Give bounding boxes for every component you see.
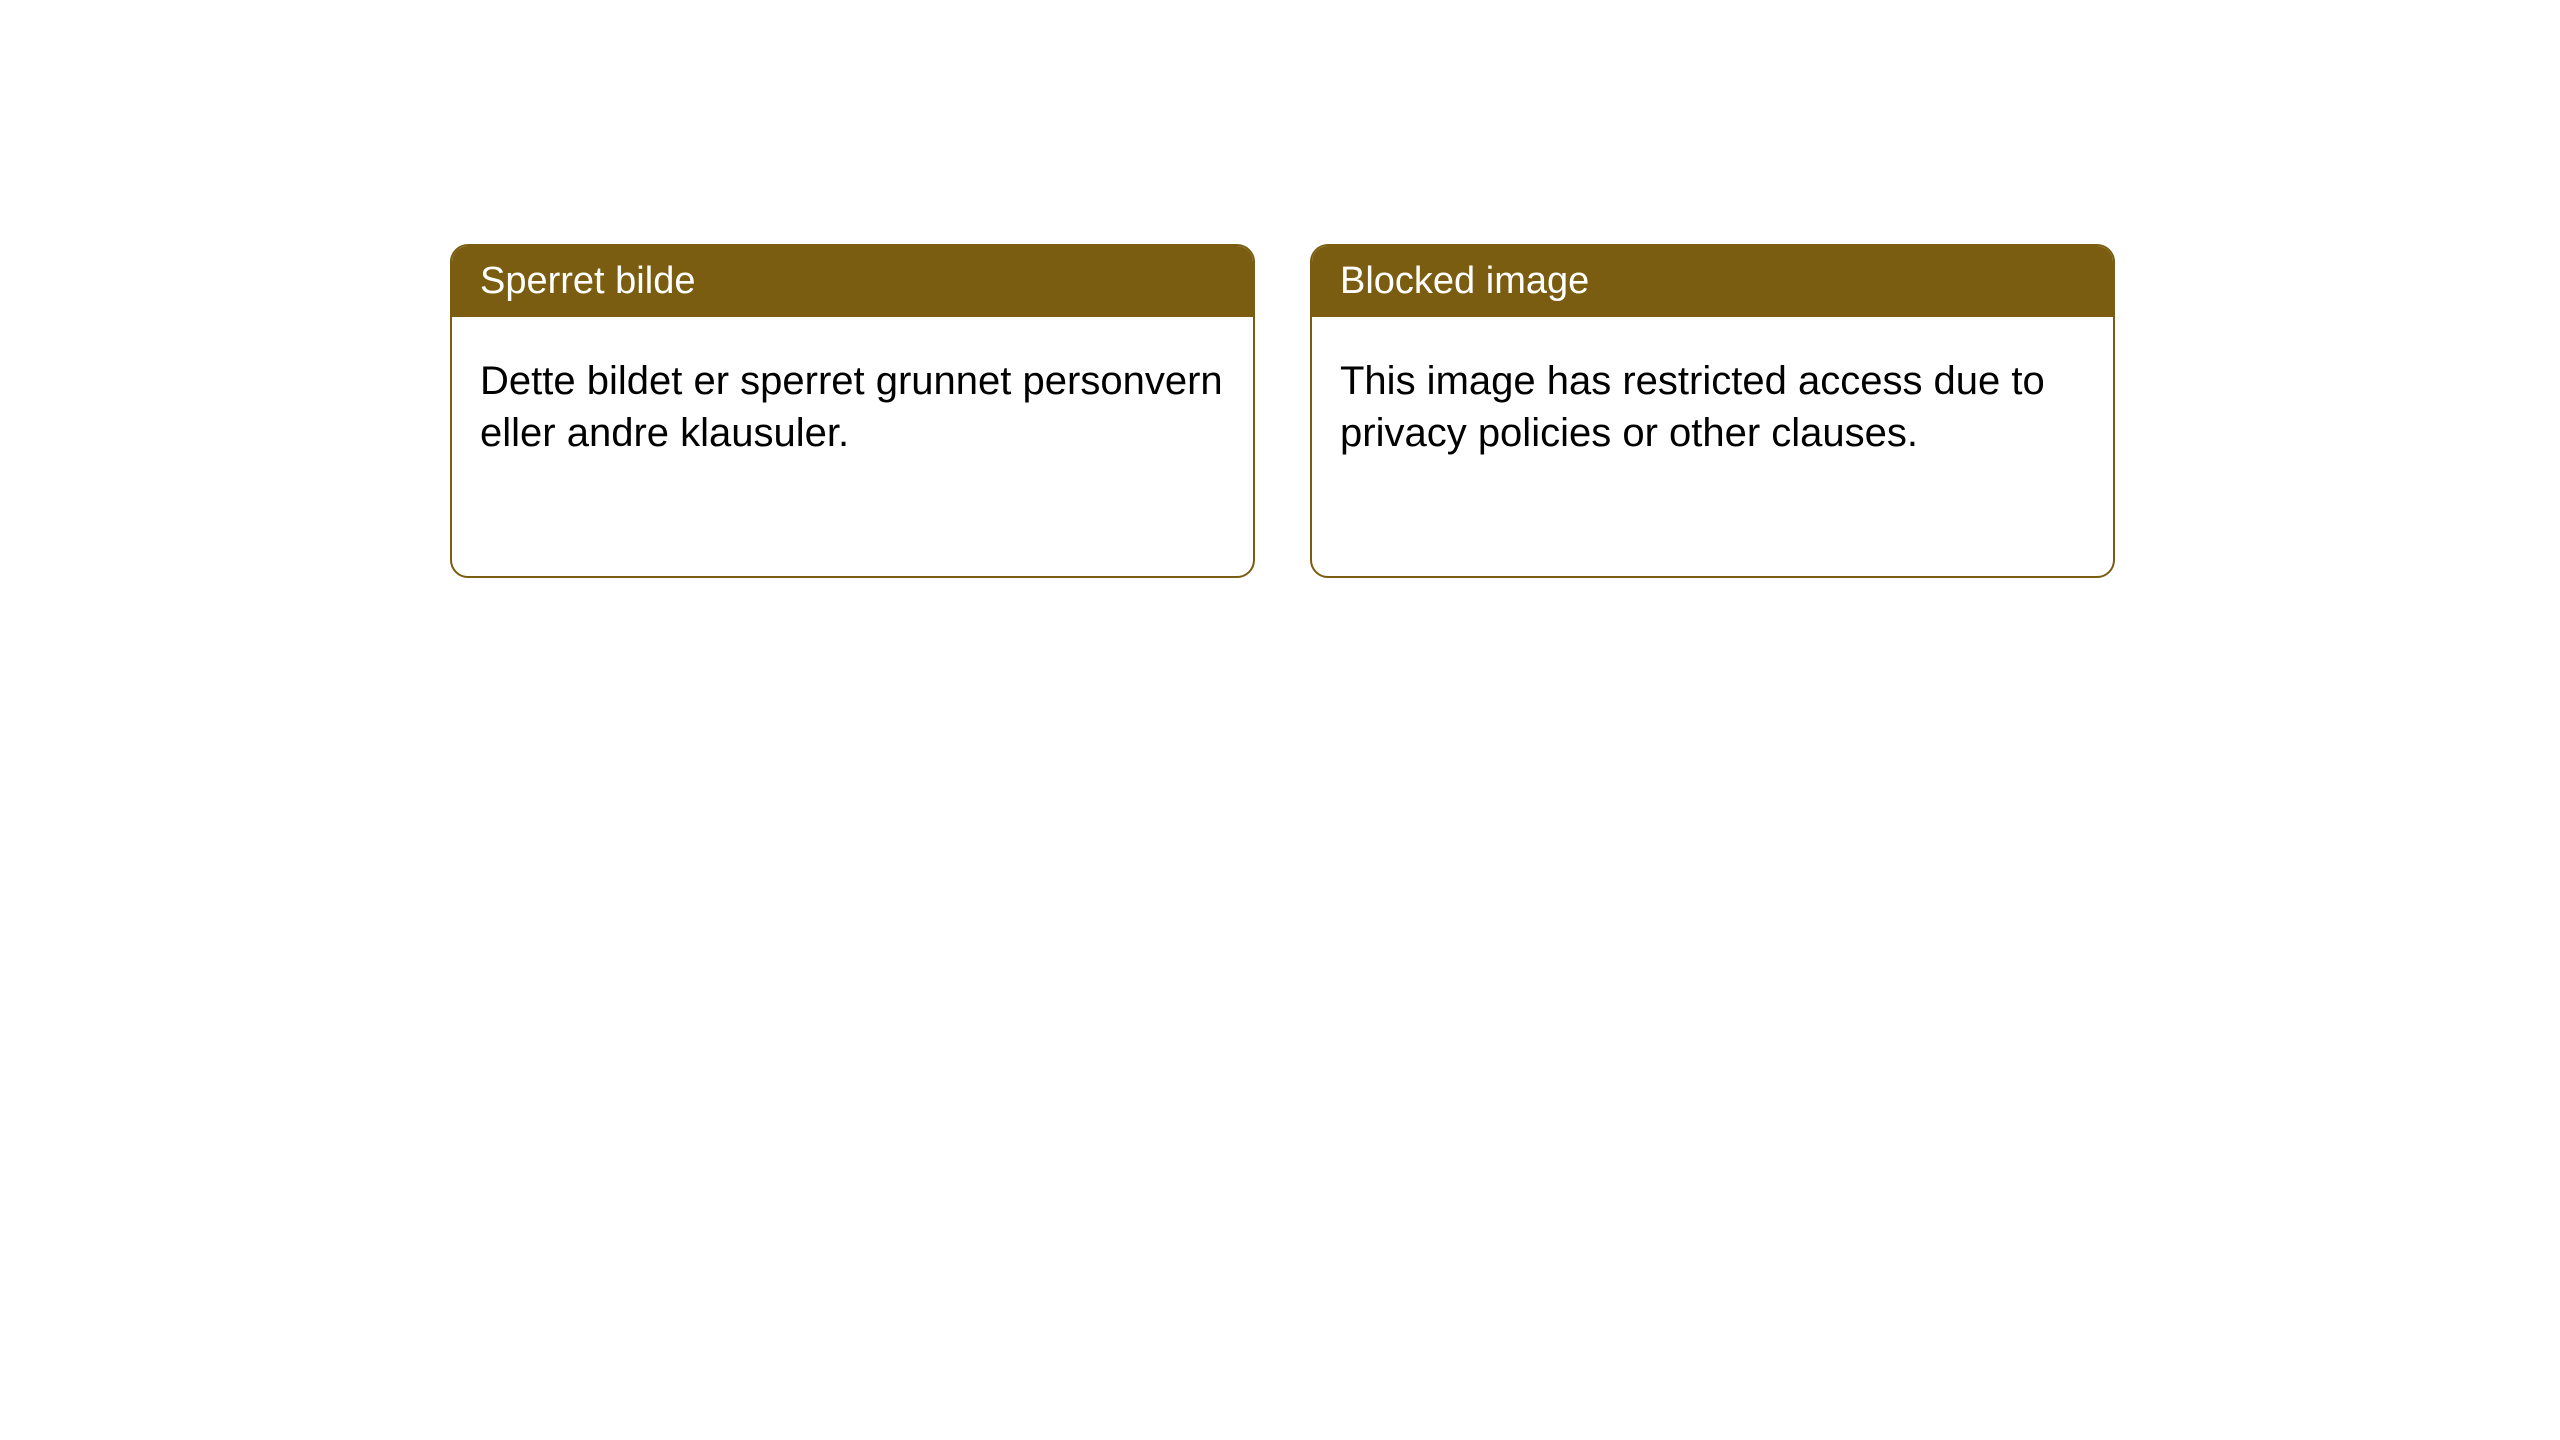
notice-card-norwegian: Sperret bilde Dette bildet er sperret gr… [450,244,1255,578]
card-header: Sperret bilde [452,246,1253,317]
card-body-text: This image has restricted access due to … [1340,359,2045,455]
card-title: Sperret bilde [480,260,695,302]
notice-cards-row: Sperret bilde Dette bildet er sperret gr… [450,244,2115,578]
card-body: This image has restricted access due to … [1312,317,2113,497]
notice-card-english: Blocked image This image has restricted … [1310,244,2115,578]
card-body: Dette bildet er sperret grunnet personve… [452,317,1253,497]
card-title: Blocked image [1340,260,1589,302]
card-header: Blocked image [1312,246,2113,317]
card-body-text: Dette bildet er sperret grunnet personve… [480,359,1223,455]
